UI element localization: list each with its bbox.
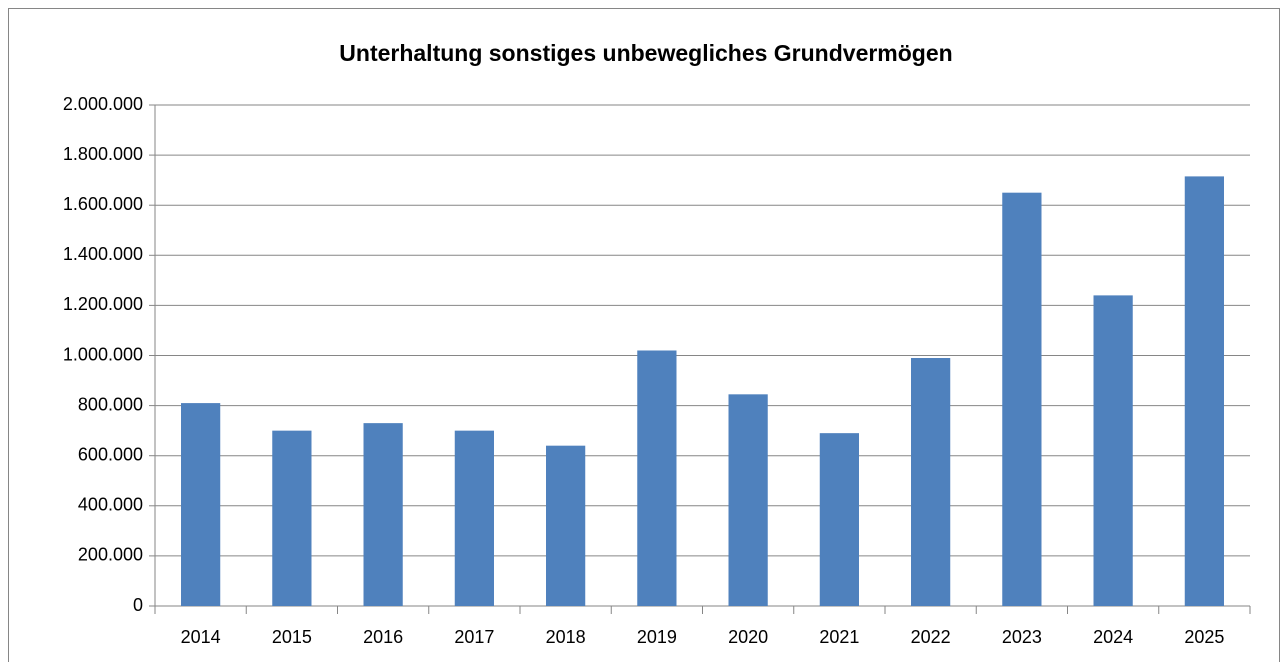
bar bbox=[1093, 295, 1133, 606]
x-tick-label: 2016 bbox=[363, 627, 403, 647]
x-tick-label: 2017 bbox=[454, 627, 494, 647]
bar bbox=[1184, 176, 1224, 606]
bar bbox=[363, 423, 403, 606]
bar bbox=[272, 430, 312, 606]
y-tick-label: 1.600.000 bbox=[63, 194, 143, 214]
y-tick-label: 1.400.000 bbox=[63, 244, 143, 264]
bar bbox=[728, 394, 768, 606]
bar bbox=[911, 358, 951, 606]
chart-title: Unterhaltung sonstiges unbewegliches Gru… bbox=[339, 40, 952, 66]
x-tick-label: 2020 bbox=[728, 627, 768, 647]
x-tick-label: 2023 bbox=[1002, 627, 1042, 647]
y-tick-label: 0 bbox=[133, 595, 143, 615]
bar bbox=[1002, 192, 1042, 607]
bar bbox=[181, 403, 221, 606]
bar bbox=[546, 445, 586, 606]
bar bbox=[454, 430, 494, 606]
y-tick-label: 400.000 bbox=[78, 495, 143, 515]
x-tick-label: 2024 bbox=[1093, 627, 1133, 647]
y-tick-label: 1.000.000 bbox=[63, 344, 143, 364]
x-tick-label: 2018 bbox=[546, 627, 586, 647]
bar bbox=[637, 350, 677, 606]
x-tick-label: 2019 bbox=[637, 627, 677, 647]
y-tick-label: 2.000.000 bbox=[63, 94, 143, 114]
x-tick-label: 2022 bbox=[911, 627, 951, 647]
y-tick-label: 600.000 bbox=[78, 444, 143, 464]
y-tick-label: 1.800.000 bbox=[63, 144, 143, 164]
bar bbox=[819, 433, 859, 606]
y-tick-label: 200.000 bbox=[78, 545, 143, 565]
x-tick-label: 2025 bbox=[1184, 627, 1224, 647]
x-tick-label: 2021 bbox=[819, 627, 859, 647]
y-tick-label: 1.200.000 bbox=[63, 294, 143, 314]
y-tick-label: 800.000 bbox=[78, 394, 143, 414]
x-tick-label: 2015 bbox=[272, 627, 312, 647]
x-tick-label: 2014 bbox=[181, 627, 221, 647]
